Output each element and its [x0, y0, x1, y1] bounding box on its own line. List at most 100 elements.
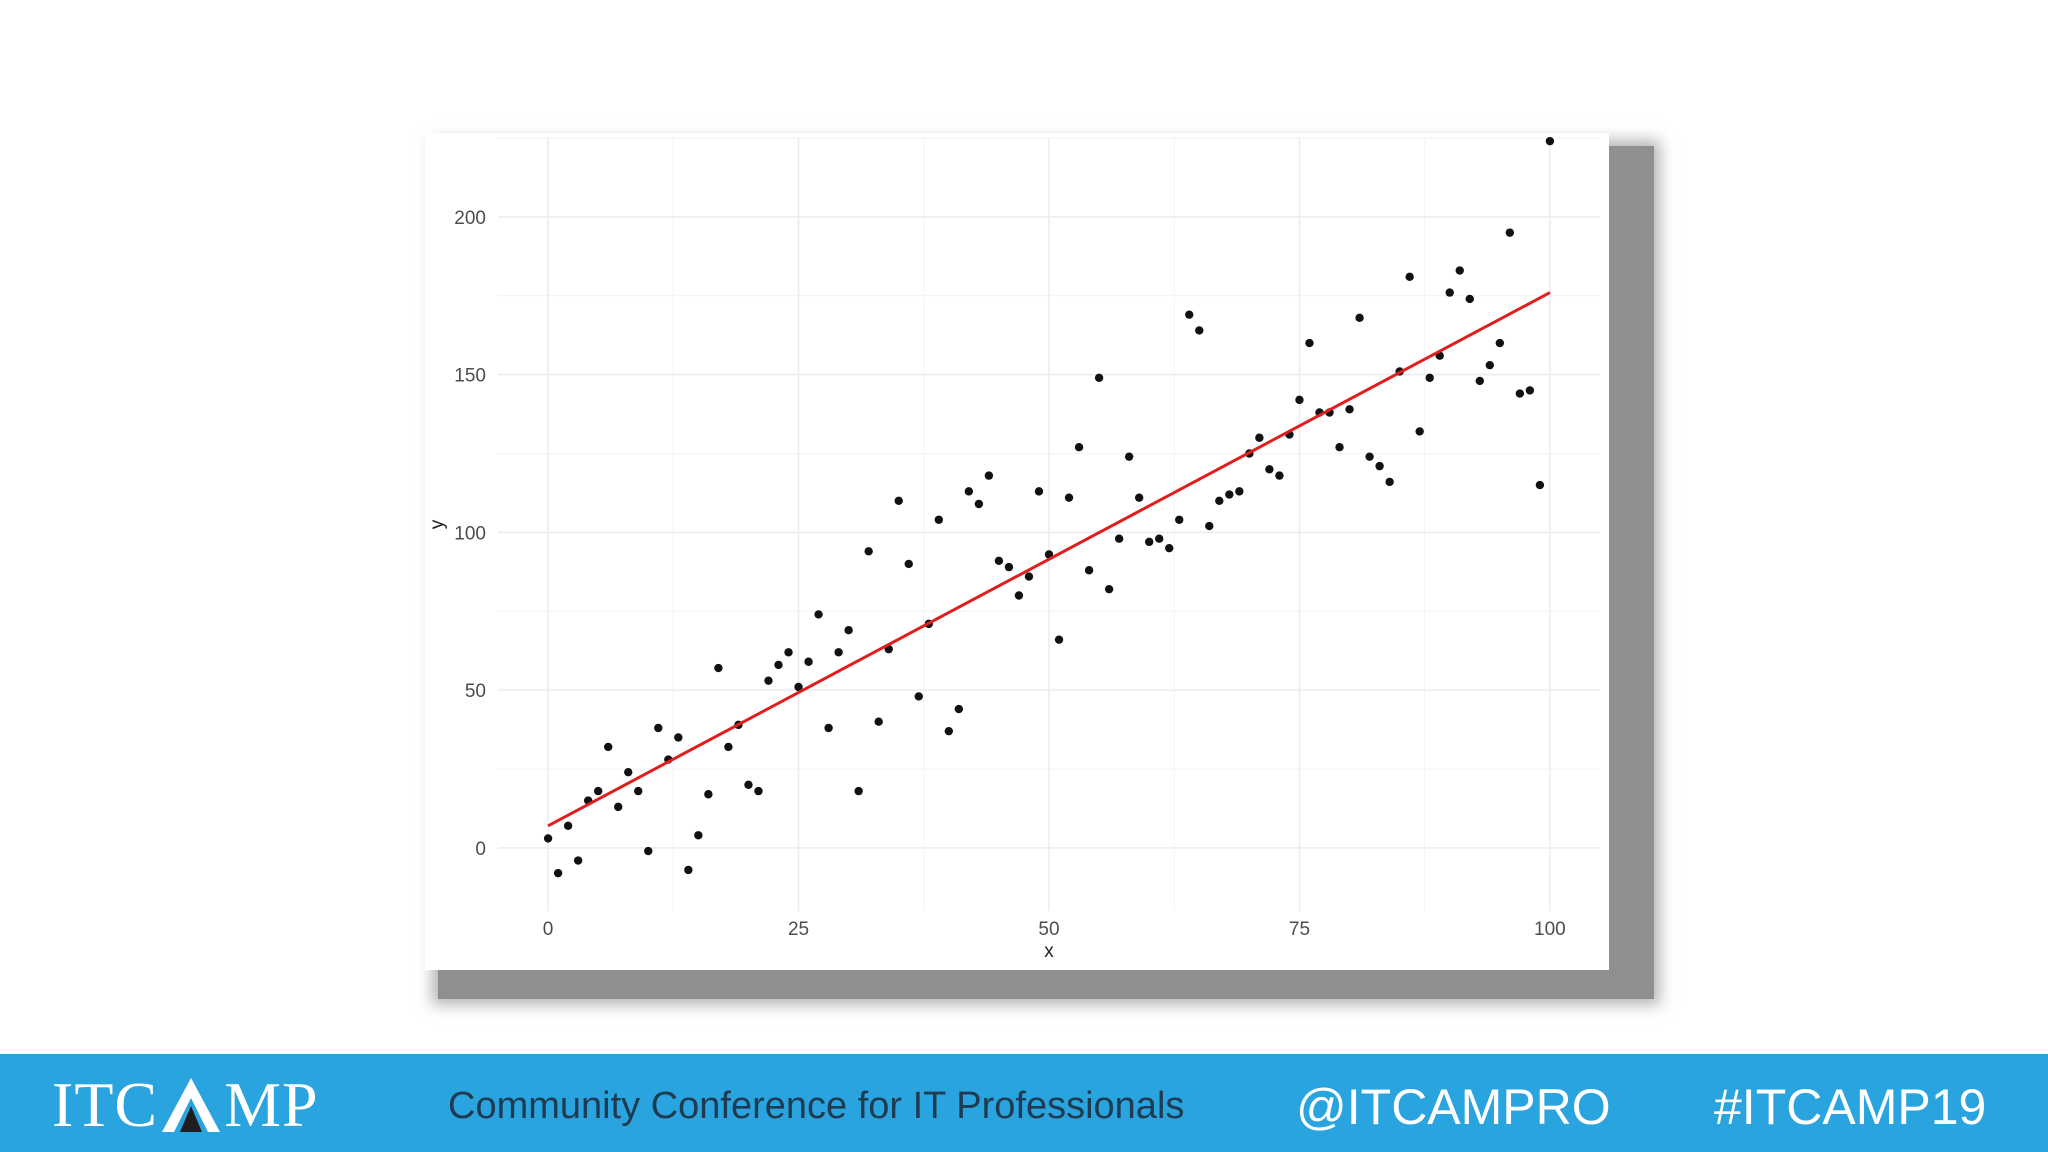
conference-tagline: Community Conference for IT Professional… — [448, 1085, 1185, 1127]
data-point — [1505, 228, 1515, 237]
data-point — [1255, 433, 1264, 442]
data-point — [1495, 338, 1505, 348]
itcamp-logo: ITC MP — [52, 1069, 319, 1140]
data-point — [634, 786, 643, 796]
data-point — [874, 717, 883, 726]
data-point — [684, 865, 693, 875]
data-point — [904, 559, 913, 569]
y-tick-label: 100 — [454, 523, 486, 544]
data-point — [1535, 480, 1545, 490]
data-point — [1445, 288, 1454, 297]
data-point — [1004, 562, 1014, 572]
data-point — [1275, 471, 1284, 480]
twitter-handle: @ITCAMPRO — [1296, 1079, 1611, 1135]
data-point — [1375, 461, 1384, 471]
data-point — [1134, 493, 1144, 502]
data-point — [1215, 496, 1224, 506]
data-point — [784, 648, 793, 657]
data-point — [1195, 326, 1204, 335]
data-point — [994, 556, 1004, 565]
data-point — [1265, 465, 1274, 474]
data-point — [944, 726, 954, 736]
data-point — [1485, 360, 1495, 370]
data-point — [654, 723, 663, 733]
data-point — [553, 868, 563, 878]
data-point — [1365, 452, 1374, 461]
data-point — [1515, 389, 1525, 398]
data-point — [1305, 338, 1314, 348]
data-point — [1155, 534, 1164, 543]
y-tick-label: 150 — [454, 366, 486, 387]
data-point — [543, 834, 553, 843]
scatter-chart: 0 25 50 75 100 0 50 100 150 200 x y — [425, 133, 1609, 970]
x-tick-label: 75 — [1289, 919, 1310, 940]
data-point — [1225, 490, 1234, 499]
x-tick-label: 0 — [543, 919, 554, 940]
regression-line — [547, 291, 1551, 828]
data-point — [954, 704, 964, 714]
data-point — [1405, 272, 1414, 282]
data-point — [563, 821, 573, 831]
x-axis-title: x — [1044, 941, 1054, 962]
data-point — [844, 625, 853, 635]
y-axis-title: y — [427, 519, 448, 529]
data-point — [804, 657, 813, 666]
data-point — [1114, 534, 1124, 543]
scatter-plot-svg: 0 25 50 75 100 0 50 100 150 200 x y — [427, 136, 1600, 962]
data-point — [644, 846, 653, 856]
data-point — [834, 648, 843, 657]
data-point — [934, 515, 943, 524]
data-point — [1205, 521, 1214, 531]
data-point — [1024, 572, 1034, 581]
data-point — [604, 742, 613, 752]
data-point — [864, 547, 873, 556]
data-point — [1415, 427, 1424, 436]
data-point — [754, 786, 763, 796]
data-point — [744, 780, 753, 789]
data-point — [984, 471, 994, 480]
data-point — [914, 692, 923, 701]
data-point — [1295, 395, 1304, 405]
data-point — [1455, 266, 1464, 275]
data-point — [1084, 566, 1094, 575]
data-point — [964, 487, 974, 496]
y-tick-label: 0 — [475, 839, 486, 860]
data-point — [1064, 493, 1074, 502]
y-tick-label: 50 — [465, 681, 486, 702]
data-point — [1094, 373, 1104, 382]
data-point — [1345, 405, 1354, 414]
data-point — [694, 831, 703, 840]
data-point — [614, 802, 623, 812]
x-tick-label: 25 — [788, 919, 809, 940]
data-point — [1165, 543, 1174, 553]
data-point — [624, 767, 633, 777]
data-point — [974, 499, 984, 509]
data-point — [794, 682, 803, 692]
data-point — [573, 856, 583, 865]
x-tick-label: 100 — [1534, 919, 1566, 940]
tent-icon — [162, 1078, 221, 1132]
data-point — [1475, 376, 1484, 386]
data-point — [854, 786, 863, 796]
data-point — [704, 790, 713, 799]
data-point — [824, 723, 833, 733]
data-point — [1054, 635, 1064, 644]
logo-text-left: ITC — [52, 1069, 159, 1140]
data-point — [894, 496, 903, 506]
data-point — [1034, 487, 1044, 496]
data-point — [814, 610, 823, 619]
y-tick-label: 200 — [454, 208, 486, 229]
data-point — [764, 676, 773, 685]
data-point — [1014, 591, 1024, 600]
x-tick-label: 50 — [1038, 919, 1059, 940]
data-point — [714, 663, 723, 673]
data-point — [724, 742, 733, 752]
data-point — [1175, 515, 1184, 524]
data-point — [1465, 294, 1474, 304]
data-point — [1385, 477, 1394, 487]
data-point — [1235, 487, 1244, 496]
event-hashtag: #ITCAMP19 — [1714, 1079, 1987, 1135]
data-point — [1124, 452, 1134, 461]
data-point — [1104, 584, 1114, 594]
data-point — [1355, 313, 1364, 323]
